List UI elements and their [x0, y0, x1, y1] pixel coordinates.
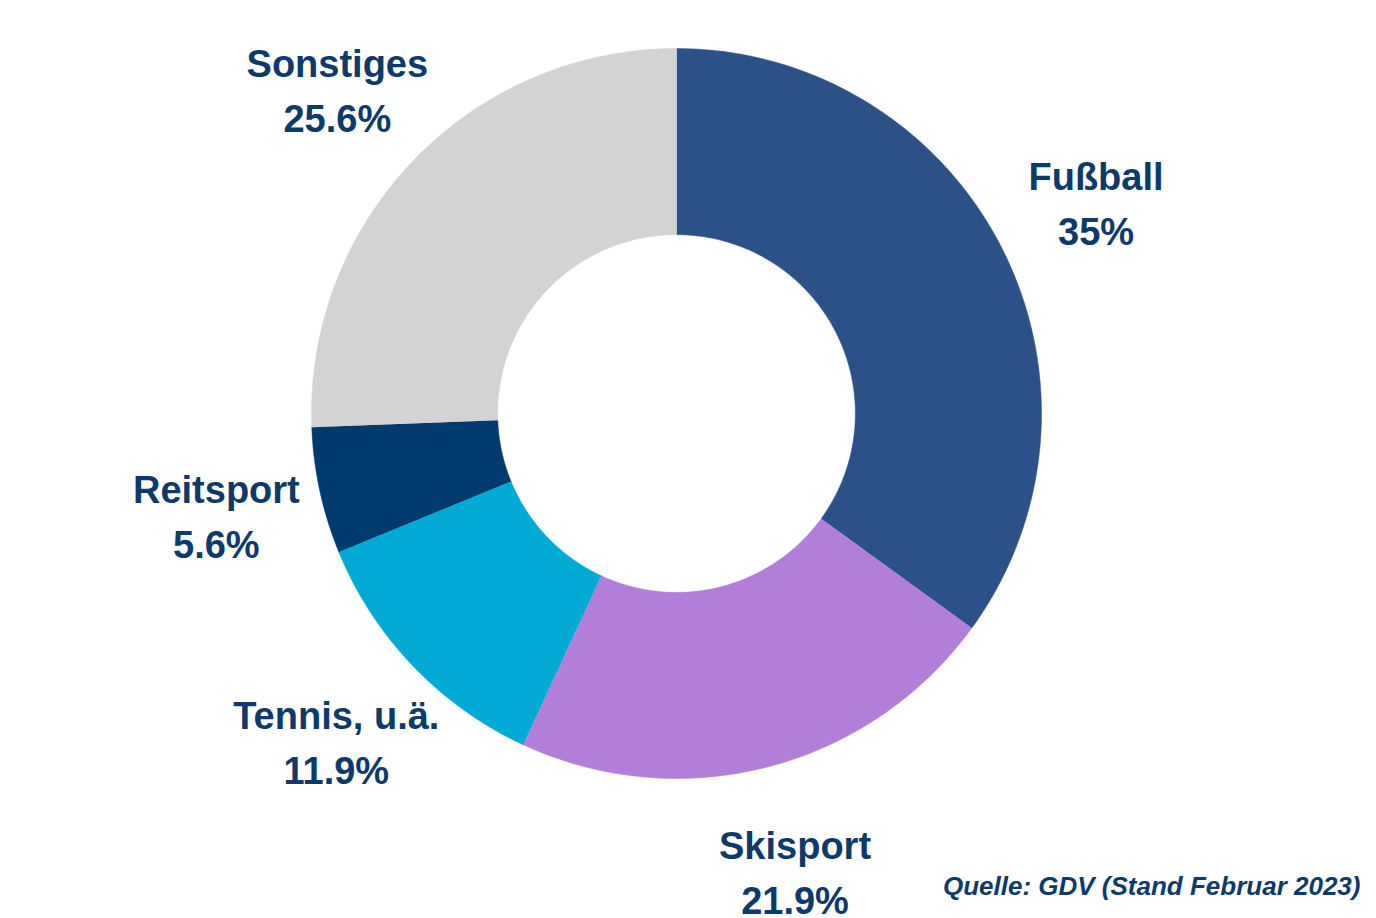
svg-text:Tennis, u.ä.11.9%: Tennis, u.ä.11.9%: [233, 695, 439, 792]
svg-text:Fußball35%: Fußball35%: [1028, 156, 1163, 253]
svg-text:Skisport21.9%: Skisport21.9%: [719, 825, 871, 918]
svg-text:Sonstiges25.6%: Sonstiges25.6%: [247, 43, 429, 140]
svg-text:Reitsport5.6%: Reitsport5.6%: [133, 469, 300, 566]
svg-text:Quelle: GDV (Stand Februar 202: Quelle: GDV (Stand Februar 2023): [943, 871, 1361, 901]
